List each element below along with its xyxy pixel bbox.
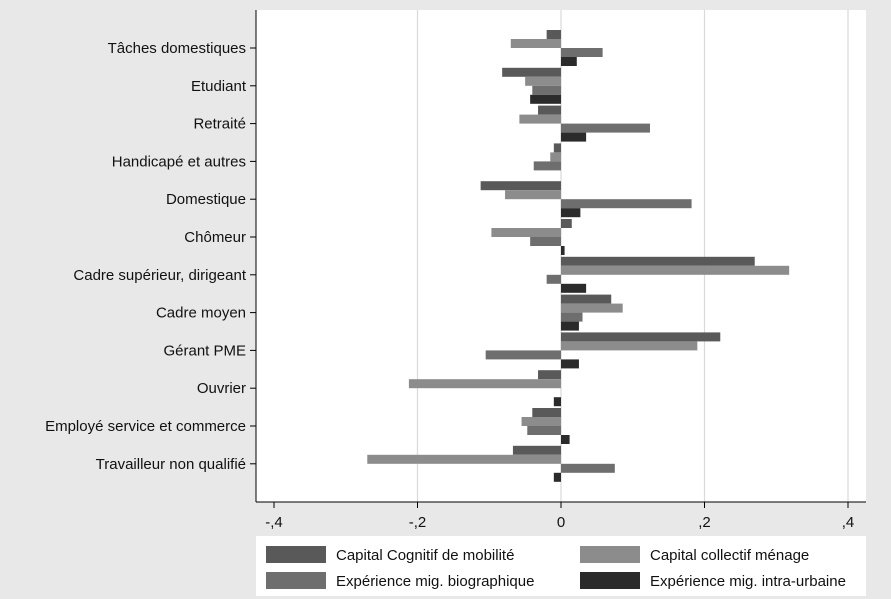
- x-tick-label: ,4: [842, 514, 855, 531]
- bar: [367, 454, 561, 464]
- category-label: Employé service et commerce: [45, 418, 246, 435]
- category-label: Cadre moyen: [156, 305, 246, 322]
- bar: [561, 123, 650, 133]
- x-tick-label: 0: [557, 514, 565, 531]
- bar: [502, 67, 561, 77]
- legend-swatch: [266, 572, 326, 589]
- bar: [561, 132, 587, 142]
- bar: [546, 274, 561, 284]
- bar: [553, 472, 561, 482]
- bar: [525, 76, 561, 86]
- legend: Capital Cognitif de mobilité Capital coll…: [256, 536, 866, 596]
- bar: [538, 105, 561, 115]
- bar: [561, 246, 565, 255]
- bar: [530, 237, 561, 246]
- category-label: Cadre supérieur, dirigeant: [73, 267, 246, 284]
- bar: [561, 265, 790, 275]
- bar: [561, 283, 587, 293]
- bar: [480, 181, 561, 191]
- bar: [561, 359, 579, 369]
- bar: [561, 332, 721, 342]
- bar: [527, 426, 561, 435]
- legend-label: Expérience mig. intra-urbaine: [650, 573, 846, 590]
- bar: [561, 256, 755, 266]
- bar: [550, 152, 561, 162]
- legend-label: Capital collectif ménage: [650, 547, 809, 564]
- bar: [532, 408, 561, 417]
- bar: [546, 30, 561, 39]
- bar: [561, 341, 698, 351]
- legend-swatch: [580, 572, 640, 589]
- bar: [561, 321, 579, 331]
- bar: [561, 219, 572, 228]
- bar: [485, 350, 561, 360]
- x-axis: -,4 -,2 0 ,2 ,4: [265, 502, 854, 531]
- bar: [561, 463, 615, 473]
- y-axis: Tâches domestiques Etudiant Retraité Handic…: [45, 40, 256, 473]
- legend-swatch: [266, 546, 326, 563]
- category-label: Domestique: [166, 191, 246, 208]
- bar: [491, 228, 561, 237]
- bar: [561, 303, 623, 313]
- bar: [519, 114, 561, 124]
- bar: [521, 417, 561, 426]
- bar: [505, 190, 561, 200]
- x-tick-label: ,2: [698, 514, 711, 531]
- category-label: Etudiant: [191, 78, 247, 95]
- bars: [367, 30, 790, 482]
- legend-box: [256, 536, 866, 596]
- legend-label: Capital Cognitif de mobilité: [336, 547, 514, 564]
- bar: [532, 85, 561, 95]
- x-tick-label: -,2: [409, 514, 427, 531]
- bar: [408, 379, 561, 389]
- bar: [510, 39, 561, 48]
- bar: [530, 94, 561, 104]
- category-label: Retraité: [193, 116, 246, 133]
- bar: [561, 294, 612, 304]
- bar: [561, 57, 577, 66]
- bar: [561, 199, 692, 209]
- category-label: Travailleur non qualifié: [96, 456, 246, 473]
- bar: [538, 370, 561, 380]
- category-label: Tâches domestiques: [108, 40, 246, 57]
- bar: [561, 48, 603, 57]
- bar: [553, 143, 561, 153]
- x-tick-label: -,4: [265, 514, 283, 531]
- category-label: Ouvrier: [197, 380, 246, 397]
- bar: [512, 445, 561, 455]
- bar: [561, 312, 583, 322]
- category-label: Chômeur: [184, 229, 246, 246]
- category-label: Gérant PME: [163, 342, 246, 359]
- legend-swatch: [580, 546, 640, 563]
- category-label: Handicapé et autres: [112, 153, 246, 170]
- bar: [553, 397, 561, 407]
- bar: [533, 161, 561, 171]
- bar: [561, 208, 581, 218]
- legend-label: Expérience mig. biographique: [336, 573, 534, 590]
- bar: [561, 435, 570, 444]
